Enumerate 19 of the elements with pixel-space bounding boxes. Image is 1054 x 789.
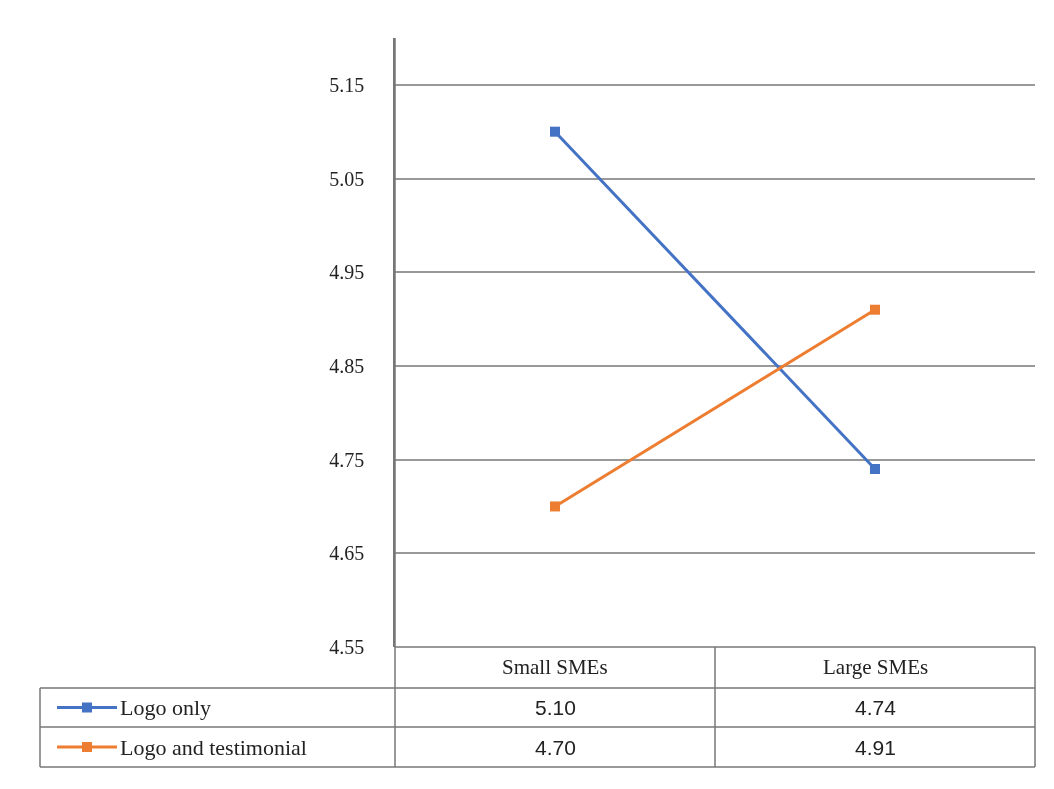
point <box>550 501 560 512</box>
data-label: 5.10 <box>535 696 576 719</box>
point <box>870 304 880 315</box>
y-tick-label: 4.55 <box>329 636 365 658</box>
data-label: 4.70 <box>535 736 576 759</box>
y-tick-label: 4.95 <box>329 261 365 284</box>
y-tick-label: 4.75 <box>329 448 365 471</box>
y-tick-label: 5.05 <box>329 167 365 190</box>
y-tick-label: 5.15 <box>329 73 365 96</box>
point <box>870 463 880 474</box>
point <box>550 126 560 137</box>
legend-label: Logo only <box>120 695 212 720</box>
y-tick-label: 4.65 <box>329 542 365 565</box>
data-label: 4.74 <box>855 696 897 719</box>
x-tick-label: Large SMEs <box>823 655 929 679</box>
y-tick-label: 4.85 <box>329 354 365 377</box>
legend-label: Logo and testimonial <box>120 735 307 760</box>
x-tick-label: Small SMEs <box>502 655 608 679</box>
data-label: 4.91 <box>855 736 896 759</box>
